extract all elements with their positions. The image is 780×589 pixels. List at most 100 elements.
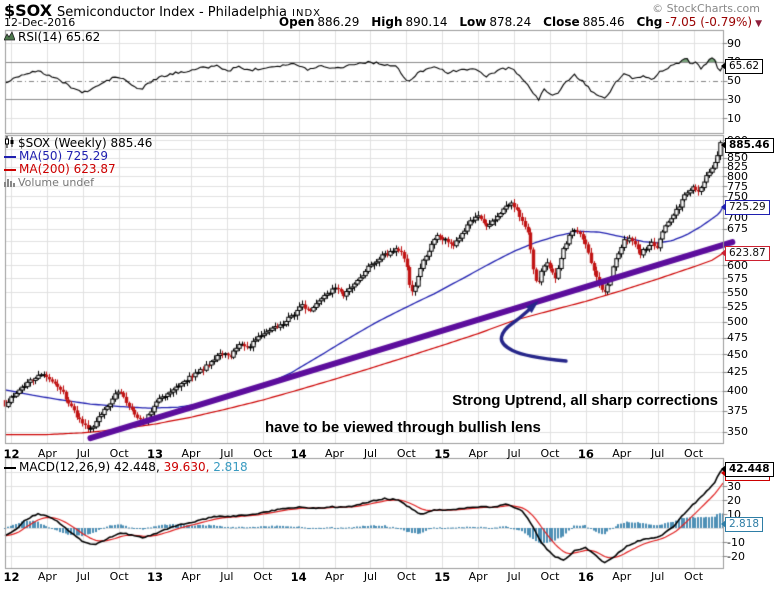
price-ytick-label: 800 [727,169,748,183]
rsi-ytick-label: 30 [727,92,741,106]
macd-ytick-label: 20 [727,493,741,507]
ma50-line-icon [4,155,16,158]
macd-hist-label: 2.818 [213,460,248,474]
macd-line-icon [4,466,16,469]
main-xtick-label: Jul [363,447,378,460]
chg-label: Chg [636,15,663,29]
main-legend-ma50: MA(50) 725.29 [4,150,108,163]
macd-xtick-label: Apr [181,570,201,583]
price-ytick-label: 675 [727,222,748,236]
main-legend-volume: Volume undef [4,176,94,190]
low-label: Low [459,15,487,29]
price-ytick-label: 600 [727,258,748,272]
flag-pointer-icon [721,141,726,150]
main-xtick-label: Oct [540,447,560,460]
symbol: $SOX [4,1,53,20]
main-xtick-label: 14 [290,447,307,461]
price-ytick-label: 450 [727,347,748,361]
macd-ytick-label: -20 [727,549,745,563]
macd-xtick-label: Jul [363,570,378,583]
price-ytick-label: 375 [727,404,748,418]
ma50-legend-label: MA(50) 725.29 [19,149,108,163]
price-ytick-label: 550 [727,285,748,299]
price-ytick-label: 775 [727,179,748,193]
price-ytick-label: 475 [727,331,748,345]
rsi-ytick-label: 90 [727,36,741,50]
price-ytick-label: 525 [727,300,748,314]
main-xtick-label: Apr [468,447,488,460]
macd-xtick-label: Oct [684,570,704,583]
macd-xtick-label: 12 [3,570,20,584]
macd-xtick-label: Apr [468,570,488,583]
macd-signal-label: 39.630, [163,460,210,474]
price-ytick-label: 750 [727,189,748,203]
candlestick-icon [4,136,15,151]
macd-xtick-label: Jul [507,570,521,583]
price-ytick-label: 425 [727,365,748,379]
macd-xtick-label: 15 [434,570,451,584]
macd-legend-label: MACD(12,26,9) 42.448, [19,460,160,474]
main-xtick-label: Apr [181,447,201,460]
macd-xtick-label: Jul [220,570,234,583]
high-label: High [371,15,403,29]
macd-xtick-label: Oct [109,570,129,583]
macd-xtick-label: Jul [76,570,90,583]
low-value: 878.24 [489,15,532,29]
open-value: 886.29 [317,15,360,29]
price-ytick-label: 825 [727,160,748,174]
macd-xtick-label: Apr [325,570,345,583]
main-last-value-flag: 885.46 [721,138,774,154]
main-xtick-label: Apr [612,447,632,460]
main-xtick-label: Jul [651,447,665,460]
price-ytick-label: 850 [727,151,748,165]
main-xtick-label: Oct [684,447,704,460]
ma200-line-icon [4,168,16,171]
main-xtick-label: 12 [3,447,20,461]
price-ytick-label: 575 [727,271,748,285]
price-ytick-label: 400 [727,384,748,398]
close-value: 885.46 [582,15,625,29]
close-label: Close [543,15,580,29]
macd-xtick-label: Oct [540,570,560,583]
main-xtick-label: Oct [109,447,129,460]
flag-pointer-icon [721,202,726,211]
high-value: 890.14 [405,15,448,29]
rsi-ytick-label: 10 [727,111,741,125]
rsi-legend-label: RSI(14) 65.62 [18,30,101,44]
macd-xtick-label: 13 [147,570,164,584]
main-xtick-label: 15 [434,447,451,461]
quote-bar: Open 886.29 High 890.14 Low 878.24 Close 885… [271,15,762,29]
annotation-line2: have to be viewed through bullish lens [265,419,541,436]
volume-bars-icon [4,177,15,190]
macd-xtick-label: Oct [396,570,416,583]
main-xtick-label: 16 [577,447,594,461]
rsi-ytick-label: 50 [727,74,741,88]
main-xtick-label: Jul [76,447,90,460]
macd-xtick-label: Apr [37,570,57,583]
symbol-name: Semiconductor Index - Philadelphia [57,5,288,20]
macd-last-value-flag: 2.818 [721,517,764,533]
main-legend-symbol: $SOX (Weekly) 885.46 [4,136,152,151]
macd-xtick-label: Oct [253,570,273,583]
volume-legend-label: Volume undef [18,176,94,189]
macd-last-value-flag: 42.448 [721,461,774,477]
price-ytick-label: 350 [727,425,748,439]
flag-pointer-icon [721,520,726,529]
rsi-legend: RSI(14) 65.62 [3,30,101,44]
rsi-area-icon [3,31,16,44]
main-legend-symbol-label: $SOX (Weekly) 885.46 [18,136,153,150]
chart-date: 12-Dec-2016 [4,16,76,29]
flag-pointer-icon [721,464,726,473]
chg-down-triangle-icon: ▼ [755,19,762,29]
flag-pointer-icon [721,249,726,258]
macd-xtick-label: 14 [290,570,307,584]
main-xtick-label: Jul [507,447,521,460]
main-xtick-label: Oct [253,447,273,460]
main-last-value-flag: 623.87 [721,246,770,262]
macd-xtick-label: 16 [577,570,594,584]
exchange: INDX [292,8,321,19]
macd-ytick-label: 30 [727,479,741,493]
main-last-value-flag: 725.29 [721,199,770,215]
